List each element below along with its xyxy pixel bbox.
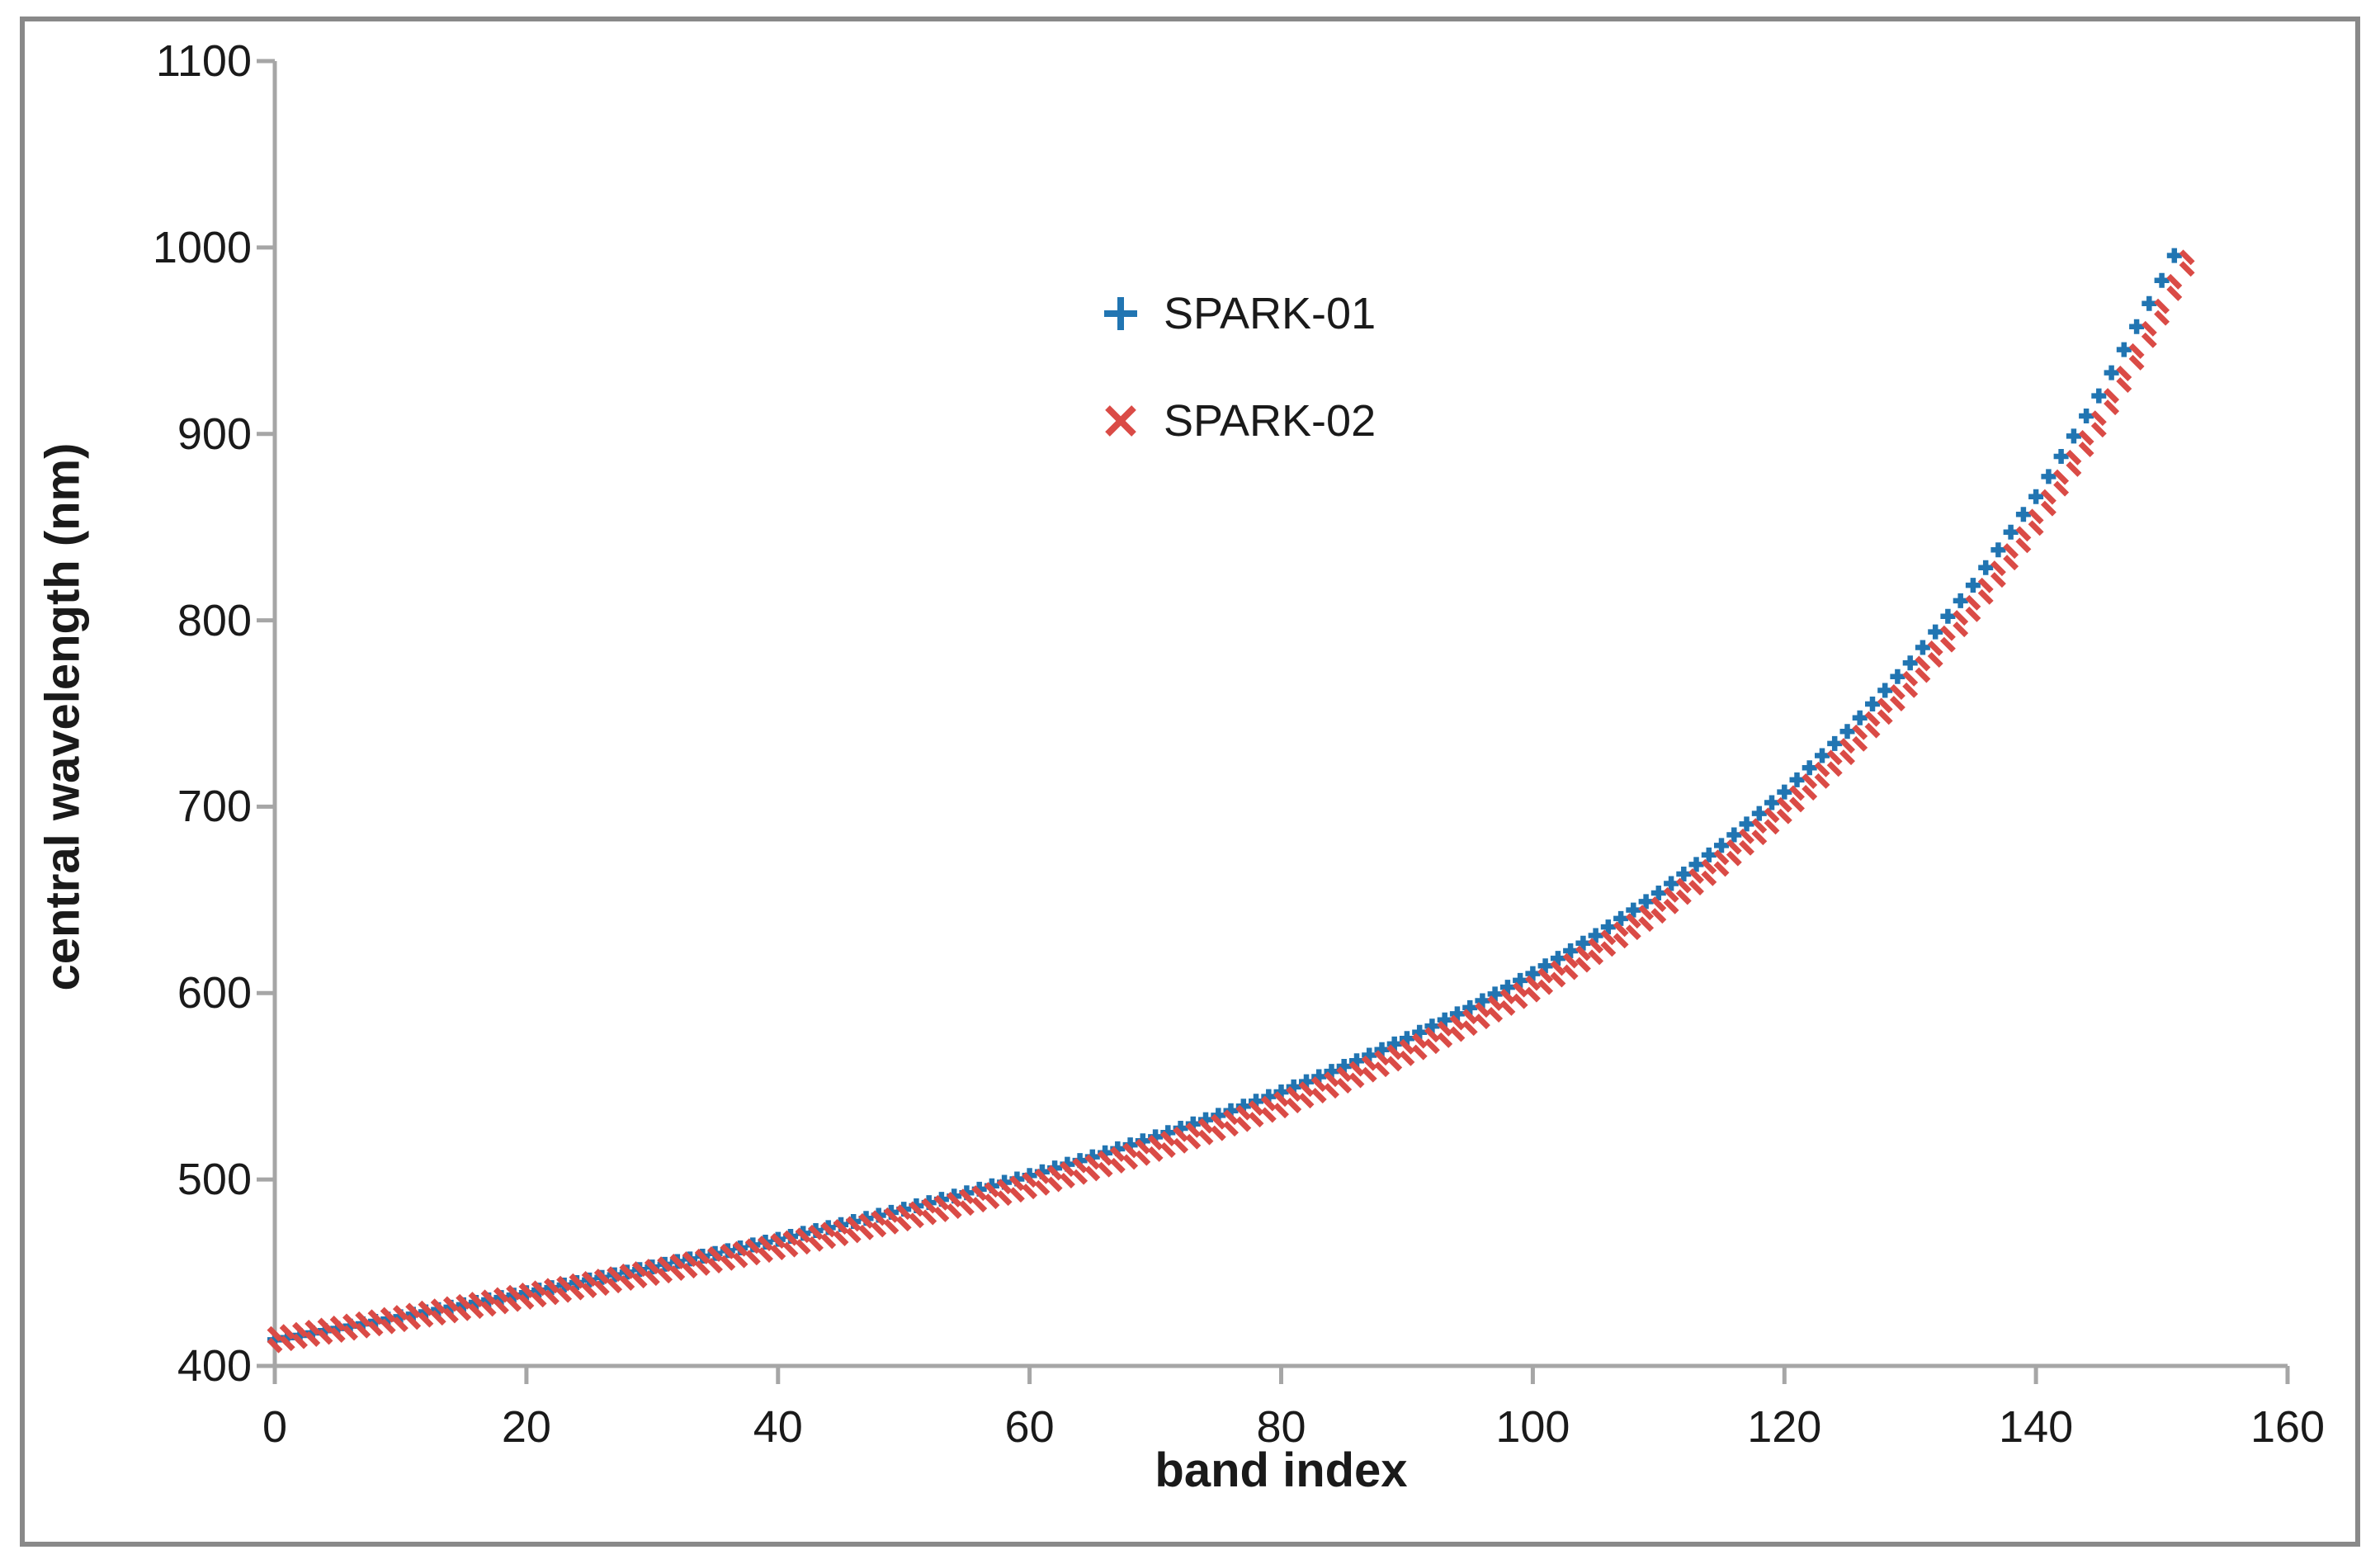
legend-marker-spark-02: [1105, 405, 1136, 437]
figure-border: [20, 17, 2360, 1547]
legend-marker-spark-01: [1104, 297, 1137, 330]
legend-item-spark-02: SPARK-02: [1094, 395, 1376, 447]
series-spark-02-markers: [267, 249, 2195, 1354]
legend-item-spark-01: SPARK-01: [1094, 287, 1376, 340]
x-axis-ticks: [272, 1366, 2290, 1384]
y-axis-ticks: [257, 59, 275, 1368]
legend: SPARK-01 SPARK-02: [1094, 287, 1376, 447]
x-icon: [1105, 405, 1136, 437]
legend-label: SPARK-01: [1164, 289, 1377, 338]
legend-label: SPARK-02: [1164, 396, 1377, 446]
plus-icon: [1104, 297, 1137, 330]
